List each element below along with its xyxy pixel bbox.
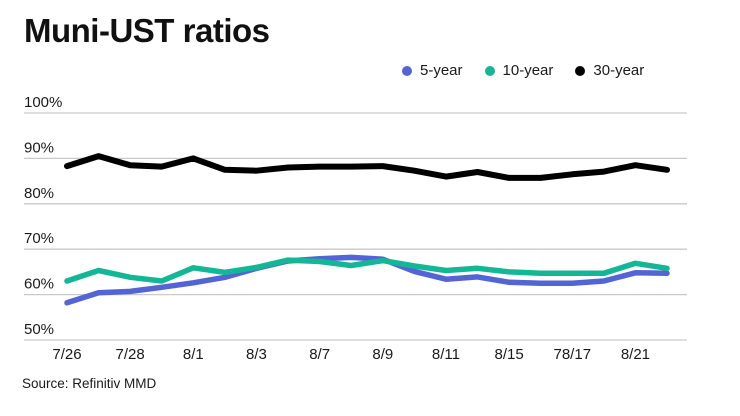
x-tick-label-8/15: 8/15 — [495, 346, 524, 363]
legend-dot-10-year-icon — [484, 65, 495, 76]
page-title: Muni-UST ratios — [24, 12, 270, 49]
x-tick-label-8/7: 8/7 — [309, 346, 330, 363]
legend-item-5-year[interactable]: 5-year — [402, 62, 463, 79]
x-tick-label-8/9: 8/9 — [372, 346, 393, 363]
x-tick-label-8/11: 8/11 — [432, 346, 460, 363]
x-tick-label-8/3: 8/3 — [246, 346, 267, 363]
x-tick-label-7/26: 7/26 — [52, 346, 81, 363]
legend-label-10-year: 10-year — [502, 62, 554, 79]
y-tick-label-80: 80% — [24, 185, 54, 202]
y-tick-label-60: 60% — [24, 276, 54, 293]
legend-dot-5-year-icon — [402, 65, 412, 76]
x-tick-label-78/17: 78/17 — [554, 346, 592, 363]
series-line-5-year — [64, 254, 670, 306]
legend-item-30-year[interactable]: 30-year — [575, 62, 644, 79]
y-tick-label-100: 100% — [24, 94, 62, 111]
legend-dot-30-year-icon — [575, 65, 586, 76]
x-tick-label-7/28: 7/28 — [116, 346, 145, 363]
y-tick-label-70: 70% — [24, 230, 54, 247]
series-line-10-year — [64, 257, 670, 284]
source-note: Source: Refinitiv MMD — [22, 376, 157, 391]
series-line-30-year — [64, 153, 670, 181]
y-tick-label-90: 90% — [24, 139, 54, 156]
legend-label-30-year: 30-year — [593, 62, 645, 79]
y-tick-label-50: 50% — [24, 321, 54, 338]
chart-legend: 5-year 10-year 30-year — [402, 62, 644, 79]
legend-label-5-year: 5-year — [420, 62, 463, 79]
legend-item-10-year[interactable]: 10-year — [484, 62, 554, 79]
x-tick-label-8/1: 8/1 — [183, 346, 204, 363]
x-tick-label-8/21: 8/21 — [621, 346, 650, 363]
